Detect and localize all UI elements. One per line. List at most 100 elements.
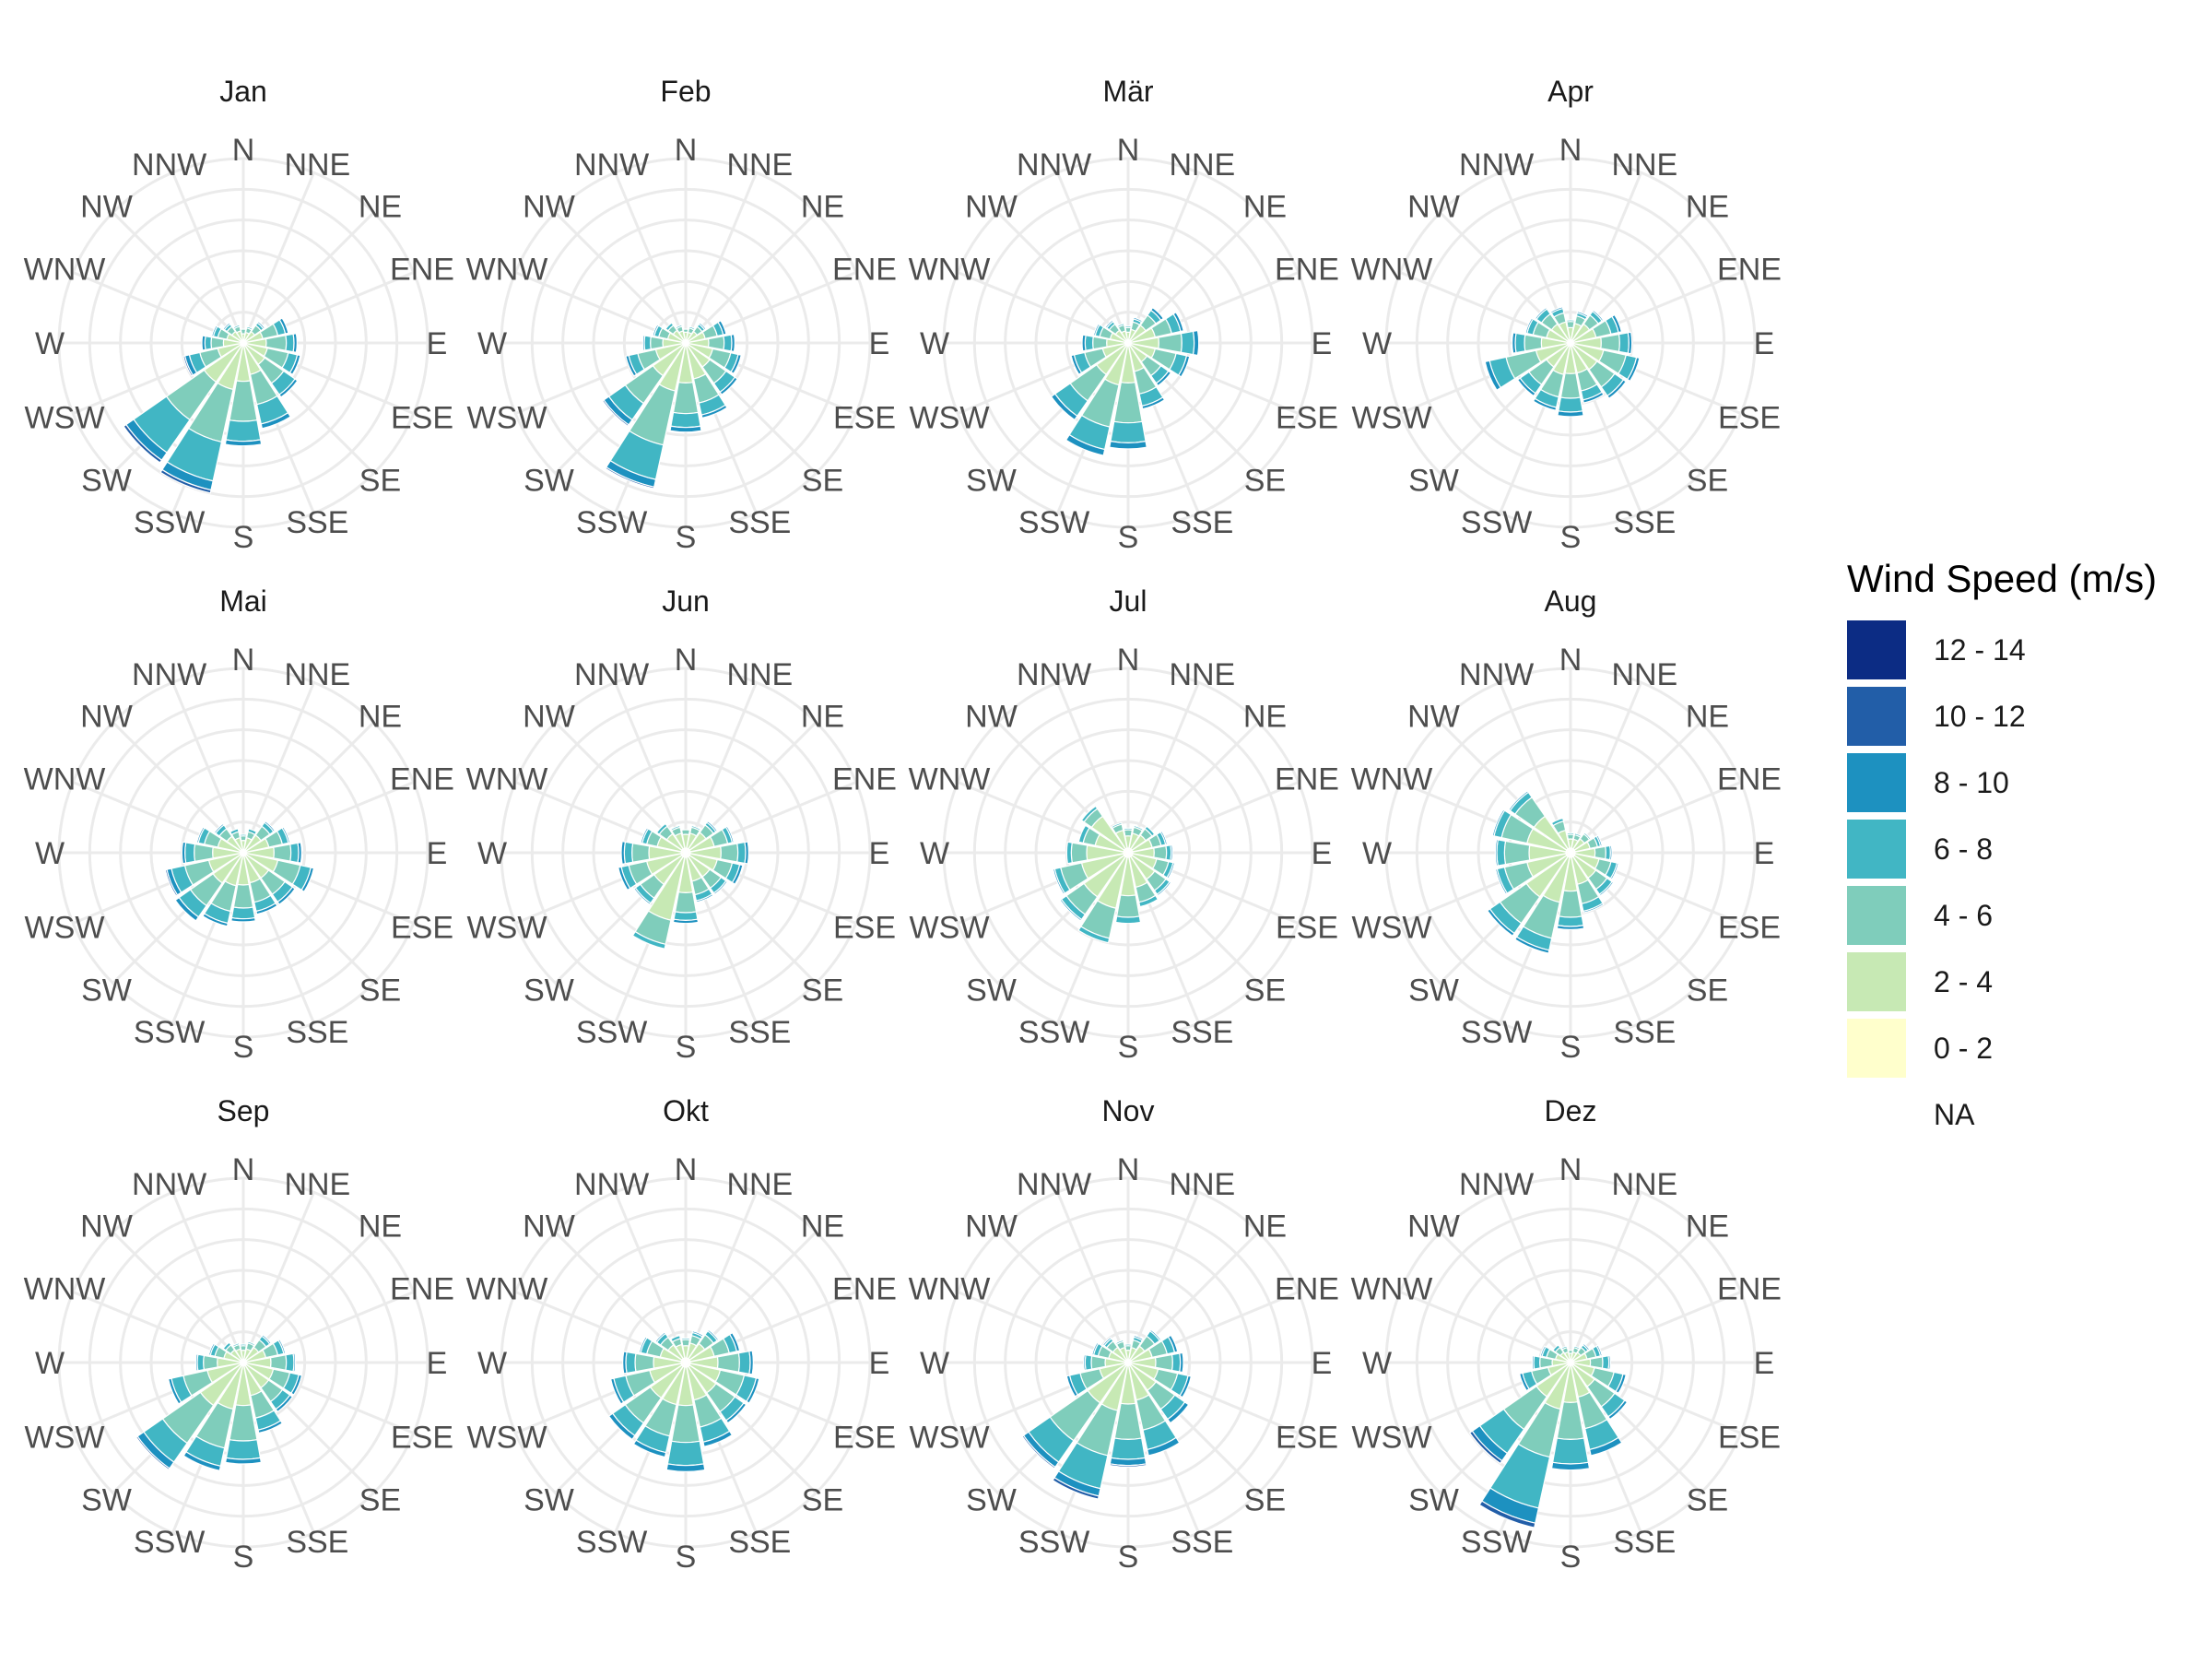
- wedge-dez-sw-bin-10-12: [1468, 1430, 1503, 1465]
- direction-label-wsw: WSW: [25, 910, 105, 945]
- wedge-jun-se-bin-8-10: [712, 879, 728, 895]
- direction-label-nnw: NNW: [1017, 657, 1091, 692]
- direction-label-ene: ENE: [832, 762, 897, 797]
- grid-spoke: [1569, 681, 1642, 854]
- direction-label-sw: SW: [1408, 463, 1459, 498]
- direction-label-e: E: [1754, 326, 1775, 361]
- wedge-okt-ese-bin-8-10: [746, 1377, 760, 1404]
- direction-label-sse: SSE: [1613, 1015, 1676, 1050]
- direction-label-sse: SSE: [728, 1015, 791, 1050]
- wedge-jan-s-bin-6-8: [225, 419, 262, 443]
- direction-label-nw: NW: [965, 700, 1018, 735]
- direction-label-wnw: WNW: [24, 253, 106, 288]
- panel-title: Apr: [1547, 75, 1594, 108]
- wedge-m-r-w-bin-4-6: [1092, 336, 1108, 350]
- direction-label-ssw: SSW: [576, 505, 647, 540]
- wedge-aug-wnw-bin-8-10: [1491, 808, 1506, 837]
- legend-label-10-12: 10 - 12: [1934, 700, 2026, 733]
- wedge-jul-ese-bin-8-10: [1166, 862, 1176, 879]
- direction-label-sse: SSE: [1171, 1015, 1233, 1050]
- wedge-jun-nw-bin-6-8: [655, 822, 668, 835]
- direction-label-s: S: [676, 520, 697, 555]
- direction-label-wnw: WNW: [24, 762, 106, 797]
- wedge-feb-s-bin-8-10: [669, 425, 702, 433]
- wedge-feb-w-bin-4-6: [650, 336, 665, 350]
- direction-label-nnw: NNW: [1459, 1167, 1534, 1202]
- wedge-okt-s-bin-8-10: [665, 1463, 706, 1472]
- direction-label-sse: SSE: [286, 505, 348, 540]
- panel-title: Feb: [660, 75, 711, 108]
- direction-label-e: E: [1312, 326, 1333, 361]
- direction-label-ene: ENE: [1275, 1272, 1339, 1307]
- direction-label-ese: ESE: [391, 400, 453, 435]
- direction-label-e: E: [427, 326, 448, 361]
- wedge-nov-w-bin-4-6: [1090, 1355, 1107, 1370]
- direction-label-e: E: [1754, 1346, 1775, 1381]
- grid-spoke: [171, 171, 245, 344]
- direction-label-w: W: [477, 836, 507, 871]
- direction-label-ene: ENE: [1275, 253, 1339, 288]
- direction-label-sw: SW: [524, 973, 574, 1008]
- wedge-jun-wnw-bin-8-10: [640, 827, 650, 844]
- wedge-aug-n-bin-6-8: [1566, 832, 1575, 836]
- direction-label-n: N: [1117, 133, 1140, 168]
- wedge-sep-w-bin-4-6: [203, 1354, 218, 1371]
- direction-label-n: N: [1559, 133, 1583, 168]
- direction-label-wnw: WNW: [1351, 762, 1433, 797]
- direction-label-nnw: NNW: [1017, 1167, 1091, 1202]
- wedge-jun-sw-bin-8-10: [633, 887, 652, 905]
- direction-label-nne: NNE: [1611, 657, 1677, 692]
- legend-swatch-4-6: [1847, 886, 1906, 945]
- wedge-jul-sw-bin-8-10: [1059, 898, 1083, 922]
- wedge-aug-se-bin-8-10: [1598, 880, 1615, 897]
- wedge-okt-n-bin-4-6: [680, 1339, 691, 1347]
- direction-label-ssw: SSW: [1018, 1525, 1089, 1560]
- direction-label-e: E: [1312, 836, 1333, 871]
- wedge-sep-w-bin-8-10: [194, 1353, 199, 1372]
- wedge-apr-e-bin-6-8: [1618, 332, 1630, 354]
- wedge-jan-sse-bin-8-10: [260, 411, 292, 430]
- direction-label-s: S: [1560, 1540, 1582, 1575]
- wedge-m-r-w-bin-8-10: [1081, 334, 1087, 352]
- wedge-jun-ssw-bin-6-8: [631, 930, 666, 950]
- direction-label-n: N: [1559, 643, 1583, 678]
- direction-label-w: W: [920, 1346, 949, 1381]
- wedge-m-r-ne-bin-8-10: [1149, 306, 1165, 322]
- wedge-jun-sse-bin-8-10: [695, 893, 714, 903]
- wedge-jan-ene-bin-8-10: [278, 317, 289, 335]
- wedge-jun-ne-bin-8-10: [706, 820, 719, 832]
- wedge-m-r-n-bin-6-8: [1124, 325, 1132, 329]
- wedge-mai-s-bin-6-8: [230, 906, 256, 920]
- wedge-dez-nne-bin-6-8: [1572, 1345, 1581, 1351]
- direction-label-n: N: [232, 1152, 255, 1187]
- wedge-nov-n-bin-6-8: [1124, 1343, 1133, 1347]
- panel-title: Mär: [1102, 75, 1153, 108]
- wedge-okt-w-bin-4-6: [634, 1352, 655, 1373]
- wedge-dez-se-bin-8-10: [1607, 1399, 1629, 1421]
- wedge-dez-nnw-bin-6-8: [1560, 1345, 1569, 1351]
- direction-label-ssw: SSW: [1461, 1525, 1532, 1560]
- wedge-jan-ne-bin-8-10: [256, 320, 266, 330]
- wedge-jul-se-bin-8-10: [1156, 880, 1172, 897]
- direction-label-e: E: [427, 1346, 448, 1381]
- wedge-okt-ne-bin-8-10: [706, 1328, 720, 1342]
- wedge-sep-ene-bin-8-10: [277, 1339, 287, 1355]
- wedge-nov-ese-bin-8-10: [1179, 1375, 1193, 1398]
- wedge-jun-s-bin-4-6: [674, 891, 698, 914]
- grid-spoke: [614, 681, 688, 854]
- direction-label-e: E: [427, 836, 448, 871]
- wedge-dez-e-bin-8-10: [1607, 1354, 1611, 1371]
- direction-label-s: S: [676, 1540, 697, 1575]
- direction-label-ssw: SSW: [1018, 1015, 1089, 1050]
- direction-label-sse: SSE: [1613, 1525, 1676, 1560]
- grid-spoke: [614, 171, 688, 344]
- direction-label-s: S: [1118, 520, 1139, 555]
- wedge-apr-w-bin-4-6: [1524, 334, 1543, 352]
- panel-title: Aug: [1545, 584, 1597, 618]
- wedge-jul-n-bin-6-8: [1123, 827, 1134, 832]
- wedge-apr-sw-bin-8-10: [1516, 377, 1536, 397]
- wedge-okt-e-bin-4-6: [716, 1352, 740, 1373]
